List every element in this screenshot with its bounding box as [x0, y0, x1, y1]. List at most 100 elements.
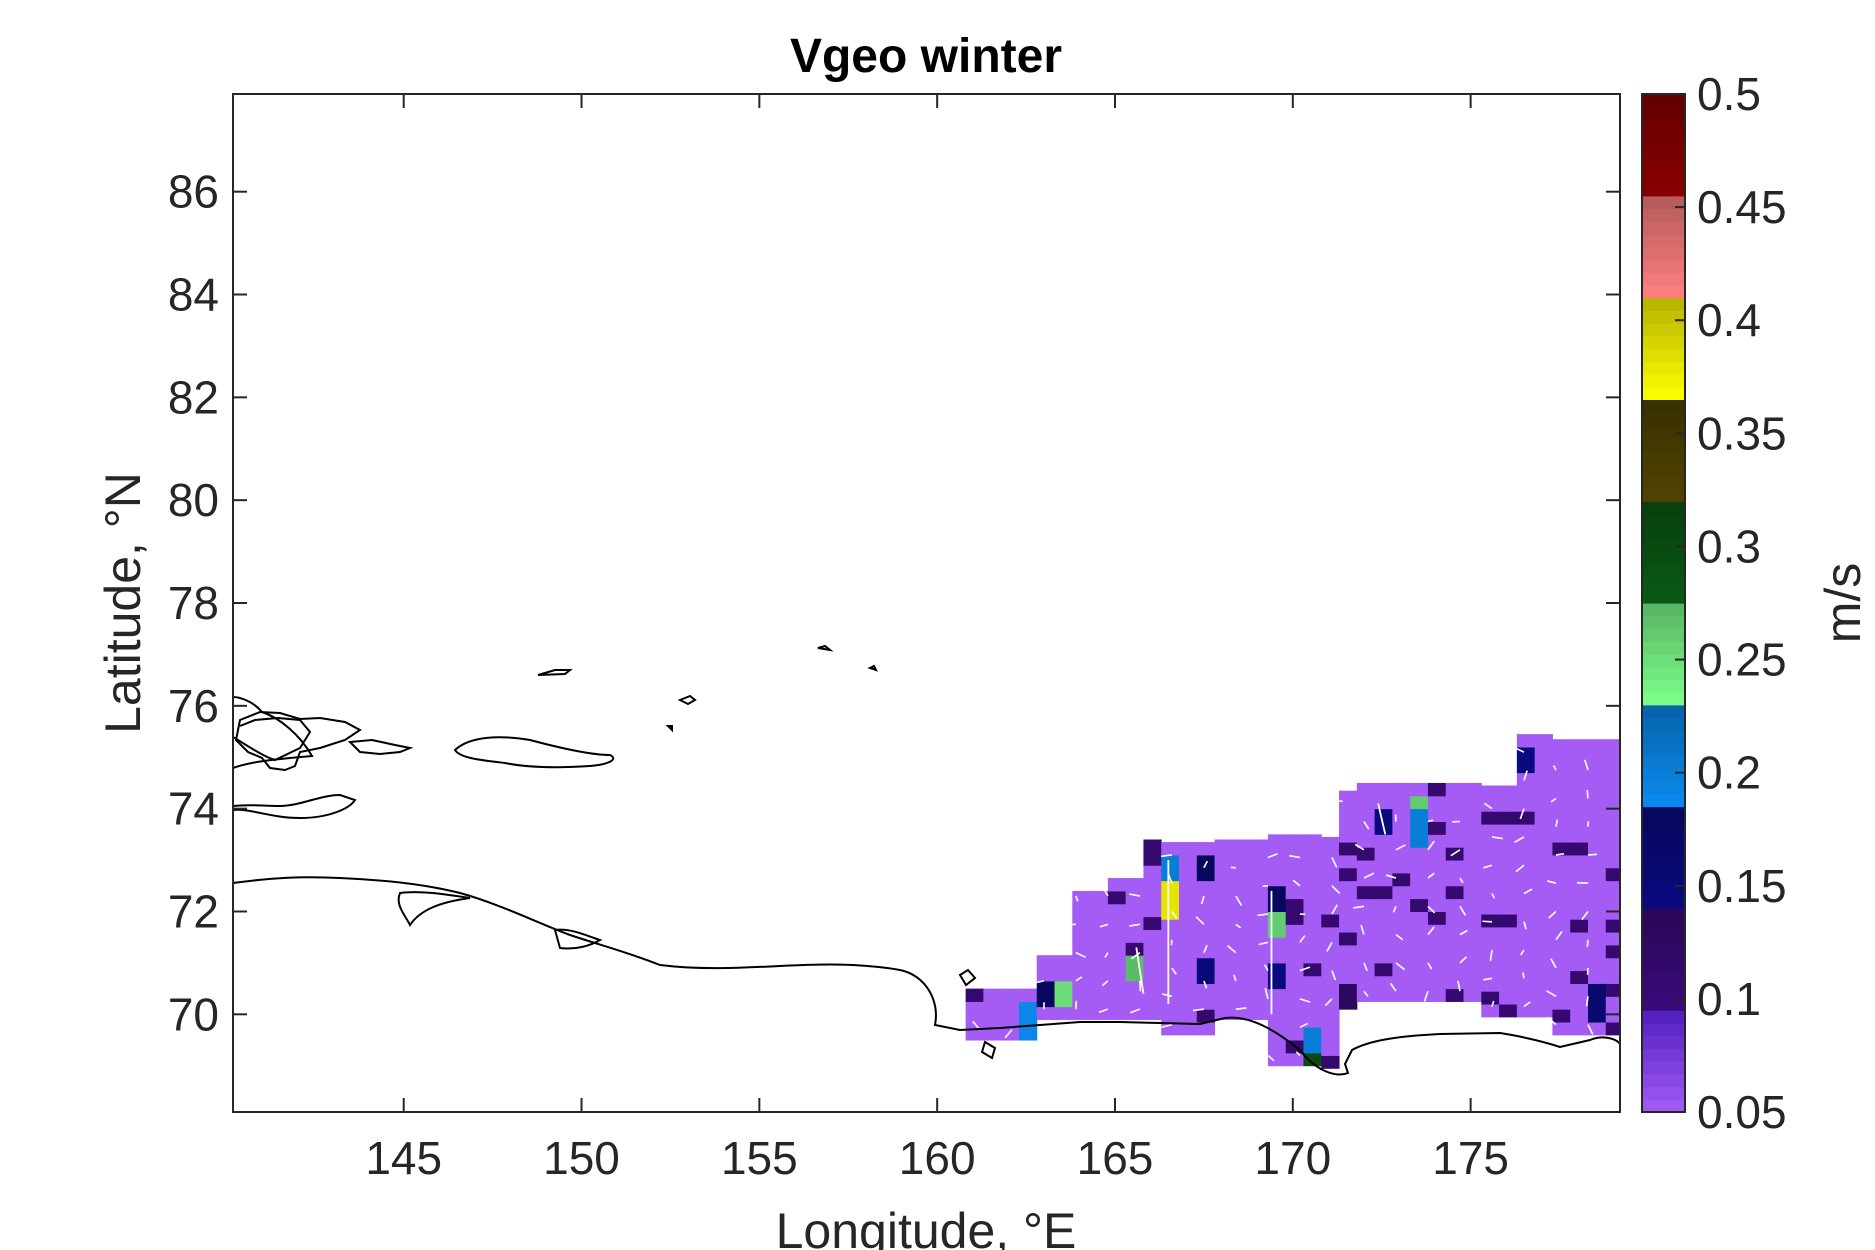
- heatmap-cell: [1445, 911, 1465, 925]
- heatmap-cell: [1303, 950, 1322, 964]
- island-small-c: [817, 644, 834, 652]
- colorbar-segment: [1642, 183, 1685, 197]
- velocity-arrow: [1354, 843, 1365, 851]
- velocity-arrow: [1427, 840, 1435, 851]
- heatmap-cell: [1392, 988, 1411, 1002]
- heatmap-cell: [1605, 932, 1620, 946]
- heatmap-cell: [1534, 965, 1553, 979]
- colorbar-segment: [1642, 959, 1685, 973]
- velocity-arrow: [1555, 852, 1565, 856]
- heatmap-cell: [1107, 916, 1127, 930]
- heatmap-cell: [1392, 782, 1411, 797]
- heatmap-cell: [1481, 798, 1500, 812]
- heatmap-cell: [1339, 842, 1358, 856]
- heatmap-cell: [1481, 875, 1500, 889]
- heatmap-cell: [1445, 885, 1465, 900]
- heatmap-cell: [1356, 872, 1376, 887]
- y-tick-label: 82: [168, 371, 219, 423]
- heatmap-cell: [1232, 929, 1251, 943]
- heatmap-cell: [1321, 991, 1340, 1005]
- heatmap-cell: [983, 1027, 1002, 1041]
- heatmap-cell: [1179, 1009, 1198, 1023]
- heatmap-cell: [1339, 906, 1358, 920]
- heatmap-cell: [1267, 1040, 1287, 1054]
- heatmap-cell: [1534, 772, 1553, 787]
- heatmap-cell: [1463, 808, 1482, 823]
- heatmap-cell: [1036, 955, 1056, 969]
- velocity-arrow: [1587, 853, 1598, 856]
- velocity-arrow: [1235, 923, 1242, 929]
- heatmap-cell: [1516, 939, 1536, 954]
- heatmap-cell: [983, 1014, 1002, 1028]
- colorbar-segment: [1642, 653, 1685, 668]
- heatmap-cell: [1054, 993, 1073, 1008]
- heatmap-cell: [1107, 968, 1127, 982]
- heatmap-cell: [1339, 983, 1358, 997]
- heatmap-cell: [1552, 764, 1571, 779]
- velocity-arrow: [1102, 886, 1109, 897]
- colorbar-segment: [1642, 755, 1685, 770]
- velocity-arrow: [1547, 1016, 1557, 1026]
- heatmap-cell: [1356, 782, 1376, 797]
- heatmap-cell: [1392, 808, 1411, 823]
- velocity-arrow: [1161, 1023, 1173, 1029]
- heatmap-cell: [1570, 983, 1589, 997]
- heatmap-cell: [1232, 993, 1251, 1008]
- heatmap-cell: [1463, 911, 1482, 925]
- heatmap-cell: [1463, 988, 1482, 1002]
- velocity-arrow: [1299, 966, 1311, 972]
- heatmap-cell: [1001, 1001, 1020, 1015]
- velocity-arrow: [1235, 895, 1243, 906]
- velocity-arrow: [1101, 980, 1109, 987]
- heatmap-cell: [1054, 980, 1073, 995]
- heatmap-cell: [1410, 898, 1429, 912]
- colorbar-segment: [1642, 94, 1685, 108]
- heatmap-cell: [1570, 764, 1589, 779]
- heatmap-cell: [1552, 957, 1571, 972]
- velocity-arrow: [1098, 1008, 1109, 1014]
- heatmap-cell: [1587, 1022, 1607, 1036]
- colorbar-segment: [1642, 1086, 1685, 1100]
- heatmap-cell: [1356, 860, 1376, 874]
- colorbar-tick-label: 0.35: [1697, 407, 1787, 459]
- heatmap-cell: [1232, 903, 1251, 918]
- colorbar-segment: [1642, 1022, 1685, 1037]
- heatmap-cell: [1107, 1006, 1127, 1020]
- colorbar-segment: [1642, 997, 1685, 1011]
- heatmap-cell: [1499, 836, 1518, 851]
- heatmap-cell: [1605, 790, 1620, 805]
- velocity-arrow: [1162, 993, 1173, 998]
- heatmap-cell: [1374, 911, 1393, 925]
- heatmap-cell: [1587, 893, 1607, 907]
- colorbar-segment: [1642, 1073, 1685, 1088]
- heatmap-cell: [1605, 1022, 1620, 1036]
- heatmap-cell: [1285, 911, 1304, 925]
- heatmap-cell: [1321, 1016, 1340, 1031]
- heatmap-cell: [1481, 901, 1500, 915]
- heatmap-cell: [1552, 996, 1571, 1010]
- heatmap-cell: [1179, 983, 1198, 997]
- heatmap-cell: [1516, 978, 1536, 992]
- heatmap-cell: [1427, 950, 1447, 964]
- heatmap-cell: [1179, 932, 1198, 946]
- heatmap-cell: [1427, 911, 1447, 925]
- heatmap-cell: [1107, 955, 1127, 969]
- colorbar-segment: [1642, 399, 1685, 413]
- heatmap-cell: [1143, 968, 1162, 982]
- heatmap-cell: [1587, 906, 1607, 920]
- heatmap-cell: [1427, 795, 1447, 810]
- heatmap-cell: [1605, 983, 1620, 997]
- heatmap-cell: [1374, 988, 1393, 1002]
- heatmap-cell: [1196, 919, 1216, 933]
- velocity-arrow: [1139, 980, 1142, 992]
- heatmap-cell: [1036, 968, 1056, 982]
- heatmap-cell: [1463, 885, 1482, 900]
- heatmap-cell: [1392, 847, 1411, 861]
- velocity-arrow: [1004, 1029, 1013, 1039]
- heatmap-cell: [1001, 988, 1020, 1002]
- heatmap-cell: [1339, 957, 1358, 972]
- heatmap-cell: [1552, 970, 1571, 984]
- heatmap-cell: [1303, 847, 1322, 861]
- mainland-coast: [233, 876, 1620, 1076]
- velocity-arrow: [1483, 864, 1493, 869]
